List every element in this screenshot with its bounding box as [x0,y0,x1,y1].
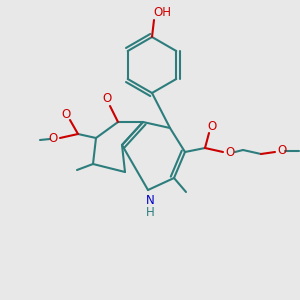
Text: O: O [48,133,58,146]
Text: OH: OH [153,7,171,20]
Text: H: H [146,206,154,218]
Text: O: O [207,119,217,133]
Text: N: N [146,194,154,208]
Text: O: O [61,107,70,121]
Text: O: O [102,92,112,104]
Text: O: O [278,145,286,158]
Text: O: O [225,146,235,158]
